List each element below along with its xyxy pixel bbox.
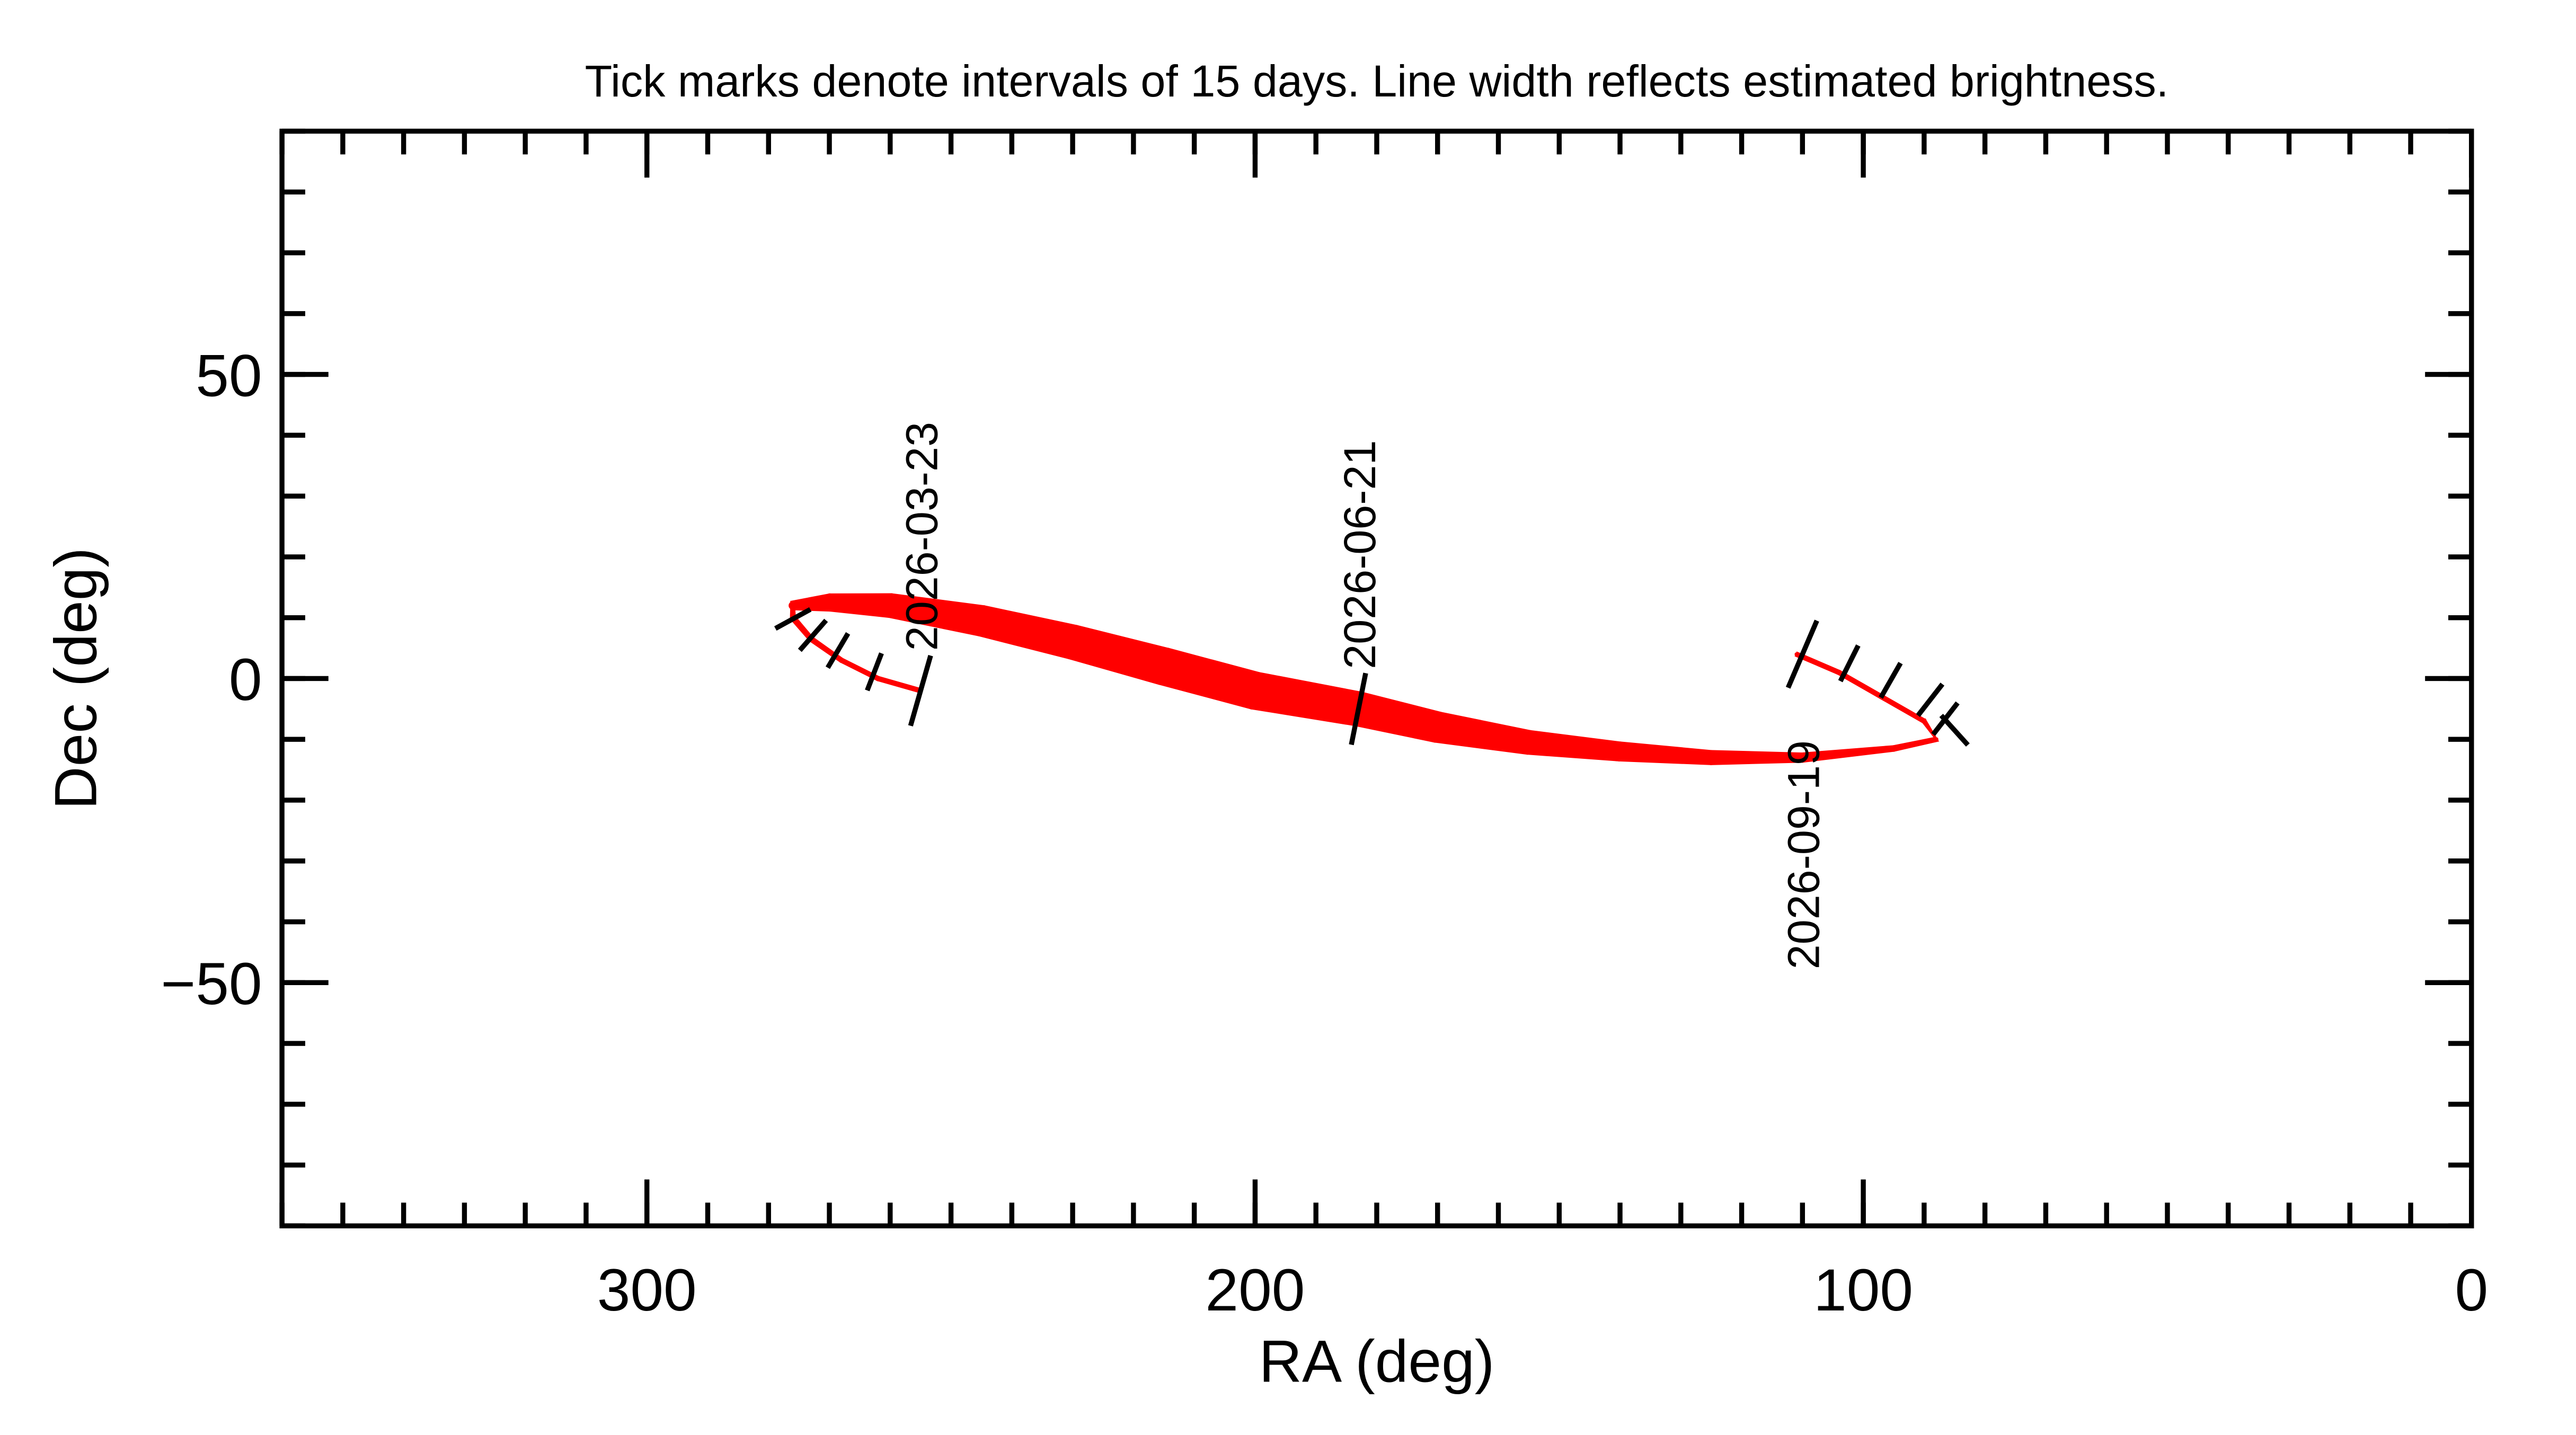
track-vertex [1794,652,1799,656]
x-tick-label: 200 [1205,1256,1305,1323]
y-tick-label: −50 [161,950,262,1017]
x-tick-label: 0 [2455,1256,2488,1323]
x-axis-title: RA (deg) [1259,1328,1495,1395]
interval-tick [825,632,851,669]
interval-tick [1939,713,1970,747]
chart-title: Tick marks denote intervals of 15 days. … [585,56,2169,106]
date-label: 2026-09-19 [1778,740,1829,969]
interval-tick [865,652,884,692]
interval-tick [908,654,933,727]
track-vertex [821,594,838,611]
interval-tick [798,618,828,652]
track-vertex [1934,737,1938,742]
x-tick-label: 300 [597,1256,697,1323]
track-vertex [1056,625,1090,659]
interval-tick [1785,619,1819,689]
interval-tick [1349,672,1368,746]
y-axis-title: Dec (deg) [42,547,109,810]
track-vertex [1422,712,1453,742]
interval-tick [1916,683,1945,718]
date-label: 2026-03-23 [896,422,946,651]
track-vertex [876,677,880,680]
track-vertex [1704,751,1718,765]
track-vertex [1798,753,1807,762]
y-tick-label: 0 [229,646,262,713]
track-vertex [1236,672,1273,709]
track-vertex [789,601,798,610]
track-vertex [1922,719,1926,723]
track-vertex [966,606,997,636]
track-vertex [839,658,844,662]
track-vertex [1837,670,1841,675]
x-tick-label: 100 [1813,1256,1913,1323]
track-vertex [878,594,902,617]
track-vertex [1517,731,1541,754]
date-label: 2026-06-21 [1334,440,1385,669]
interval-tick [774,607,812,631]
interval-tick [1838,644,1861,683]
track-vertex [1610,742,1630,761]
interval-tick [1879,661,1903,699]
track-vertex [1891,746,1897,751]
track-vertex [1145,648,1182,685]
y-tick-label: 50 [196,342,262,409]
